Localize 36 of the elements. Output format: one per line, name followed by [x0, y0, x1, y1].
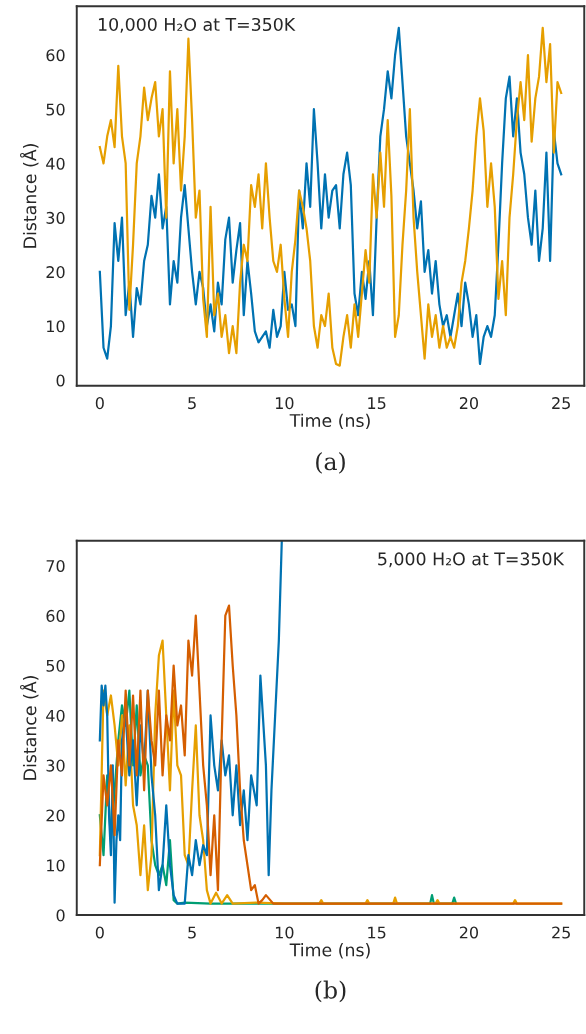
- x-tick-label: 25: [552, 926, 570, 939]
- x-tick-label: 0: [95, 926, 104, 939]
- annotation: 5,000 H₂O at T=350K: [378, 552, 565, 568]
- x-tick-label: 5: [188, 926, 196, 939]
- annotation: 10,000 H₂O at T=350K: [98, 17, 296, 33]
- y-axis-title: Distance (Å): [20, 676, 39, 780]
- y-tick-label: 30: [46, 759, 65, 772]
- y-tick-label: 30: [46, 211, 65, 224]
- y-tick-label: 0: [56, 909, 65, 922]
- y-tick-label: 60: [46, 609, 65, 622]
- y-tick-label: 10: [47, 320, 65, 333]
- y-axis-title: Distance (Å): [20, 144, 39, 248]
- y-tick-label: 40: [46, 709, 65, 722]
- x-tick-label: 5: [188, 397, 196, 410]
- x-tick-label: 0: [95, 397, 104, 410]
- y-tick-label: 20: [46, 266, 65, 279]
- y-tick-label: 50: [46, 103, 65, 116]
- y-tick-label: 10: [47, 859, 65, 872]
- x-tick-label: 15: [368, 397, 386, 410]
- y-tick-label: 60: [46, 49, 65, 62]
- x-axis-title: Time (ns): [289, 413, 370, 430]
- y-tick-label: 70: [46, 559, 65, 573]
- x-tick-label: 15: [368, 926, 386, 939]
- x-tick-label: 20: [459, 926, 479, 939]
- x-tick-label: 20: [459, 397, 479, 410]
- y-tick-label: 0: [56, 374, 65, 387]
- line-series: [98, 540, 283, 905]
- text: (a): [316, 452, 345, 474]
- y-tick-label: 40: [46, 157, 65, 170]
- x-tick-label: 10: [275, 926, 294, 939]
- x-tick-label: 25: [552, 397, 570, 410]
- y-tick-label: 20: [46, 809, 65, 822]
- x-tick-label: 10: [275, 397, 294, 410]
- x-axis-title: Time (ns): [289, 943, 370, 959]
- y-tick-label: 50: [46, 659, 65, 672]
- text: (b): [315, 980, 346, 1003]
